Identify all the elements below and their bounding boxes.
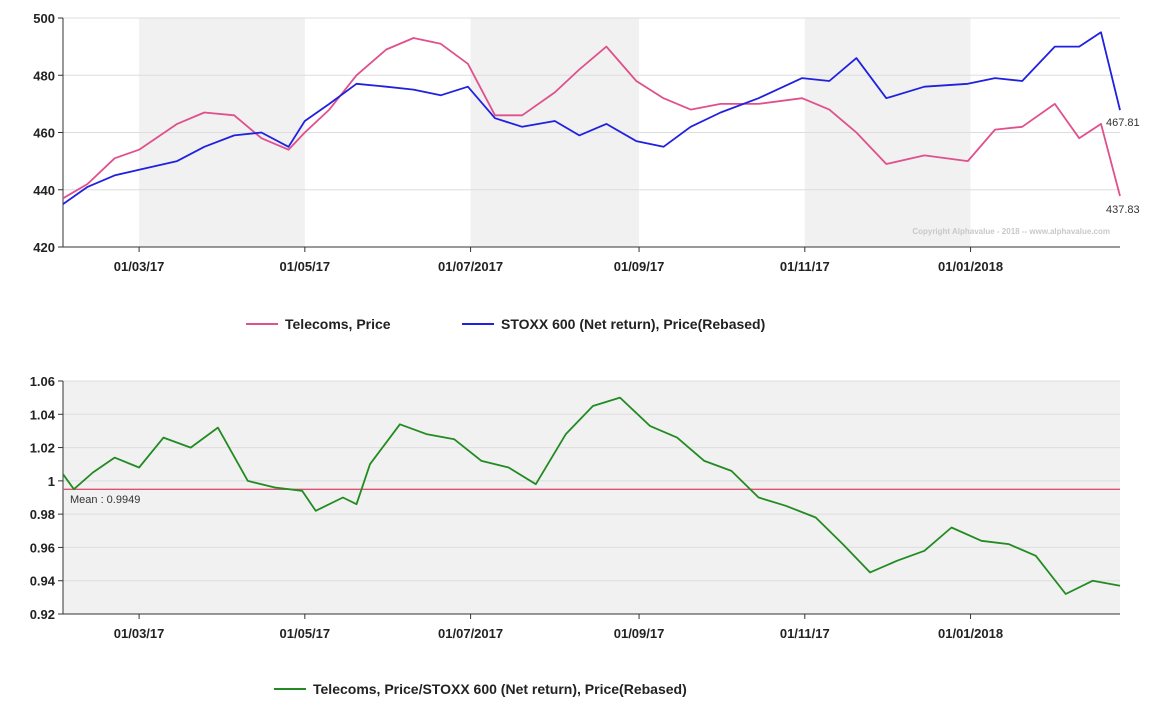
y-tick-label: 1.06	[30, 374, 55, 389]
bottom-y-tick-labels: 0.92 0.94 0.96 0.98 1 1.02 1.04 1.06	[30, 374, 63, 622]
bottom-gridlines	[63, 380, 1120, 615]
y-tick-label: 420	[33, 240, 55, 255]
y-tick-label: 1.04	[30, 407, 56, 422]
y-tick-label: 0.92	[30, 607, 55, 622]
x-tick-label: 01/01/2018	[938, 259, 1003, 274]
x-tick-label: 01/07/2017	[438, 626, 503, 641]
x-tick-label: 01/03/17	[114, 626, 165, 641]
y-tick-label: 0.94	[30, 574, 56, 589]
y-tick-label: 1	[48, 474, 55, 489]
y-tick-label: 1.02	[30, 441, 55, 456]
bottom-plot-background	[63, 381, 1120, 614]
x-tick-label: 01/11/17	[780, 626, 830, 641]
bottom-legend: Telecoms, Price/STOXX 600 (Net return), …	[274, 681, 687, 697]
series-line-1	[62, 37, 1121, 200]
y-tick-label: 0.98	[30, 507, 55, 522]
legend-label-telecoms: Telecoms, Price	[285, 316, 391, 332]
copyright-watermark: Copyright Alphavalue - 2018 -- www.alpha…	[912, 227, 1110, 236]
top-series-lines	[62, 31, 1121, 205]
top-chart: 420 440 460 480 500 01/03/17 01/05/17 01/07/20…	[33, 11, 1139, 274]
x-tick-label: 01/07/2017	[438, 259, 503, 274]
top-x-tick-labels: 01/03/17 01/05/17 01/07/2017 01/09/17 01/11/…	[114, 247, 1003, 274]
x-tick-label: 01/05/17	[280, 259, 331, 274]
x-tick-label: 01/09/17	[614, 626, 665, 641]
x-tick-label: 01/11/17	[780, 259, 830, 274]
x-tick-label: 01/09/17	[614, 259, 665, 274]
series-line-2	[62, 31, 1121, 205]
top-legend: Telecoms, Price STOXX 600 (Net return), …	[246, 316, 765, 332]
end-label-stoxx: 467.81	[1106, 117, 1140, 129]
bottom-x-tick-labels: 01/03/17 01/05/17 01/07/2017 01/09/17 01/11/…	[114, 614, 1003, 641]
x-tick-label: 01/05/17	[280, 626, 331, 641]
y-tick-label: 0.96	[30, 540, 55, 555]
y-tick-label: 440	[33, 183, 55, 198]
top-y-tick-labels: 420 440 460 480 500	[33, 11, 63, 255]
legend-label-stoxx: STOXX 600 (Net return), Price(Rebased)	[501, 316, 765, 332]
bottom-series-lines	[62, 396, 1121, 595]
legend-label-ratio: Telecoms, Price/STOXX 600 (Net return), …	[313, 681, 687, 697]
mean-label: Mean : 0.9949	[70, 494, 140, 506]
x-tick-label: 01/03/17	[114, 259, 165, 274]
series-line-1	[62, 396, 1121, 595]
y-tick-label: 480	[33, 68, 55, 83]
x-tick-label: 01/01/2018	[938, 626, 1003, 641]
end-label-telecoms: 437.83	[1106, 204, 1140, 216]
y-tick-label: 500	[33, 11, 55, 26]
y-tick-label: 460	[33, 126, 55, 141]
